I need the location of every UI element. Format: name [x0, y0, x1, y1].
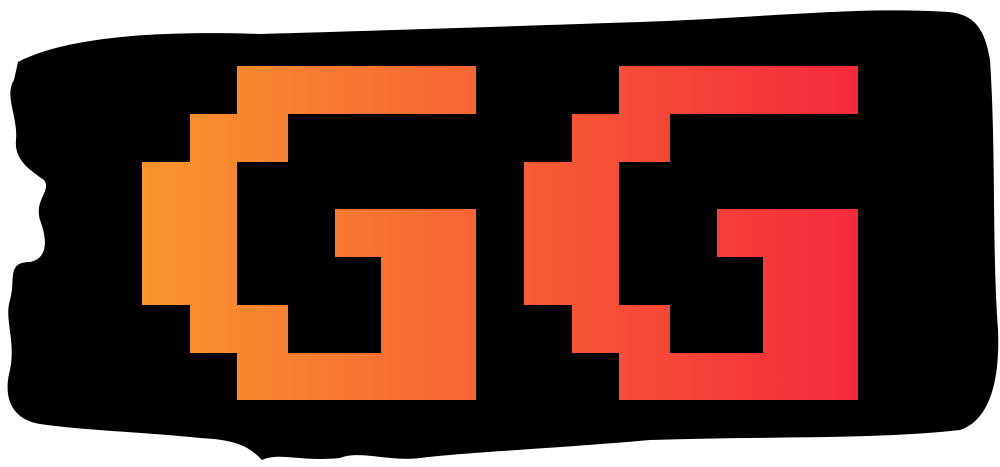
letter-g-left [142, 66, 476, 400]
letter-g-right [524, 66, 858, 400]
